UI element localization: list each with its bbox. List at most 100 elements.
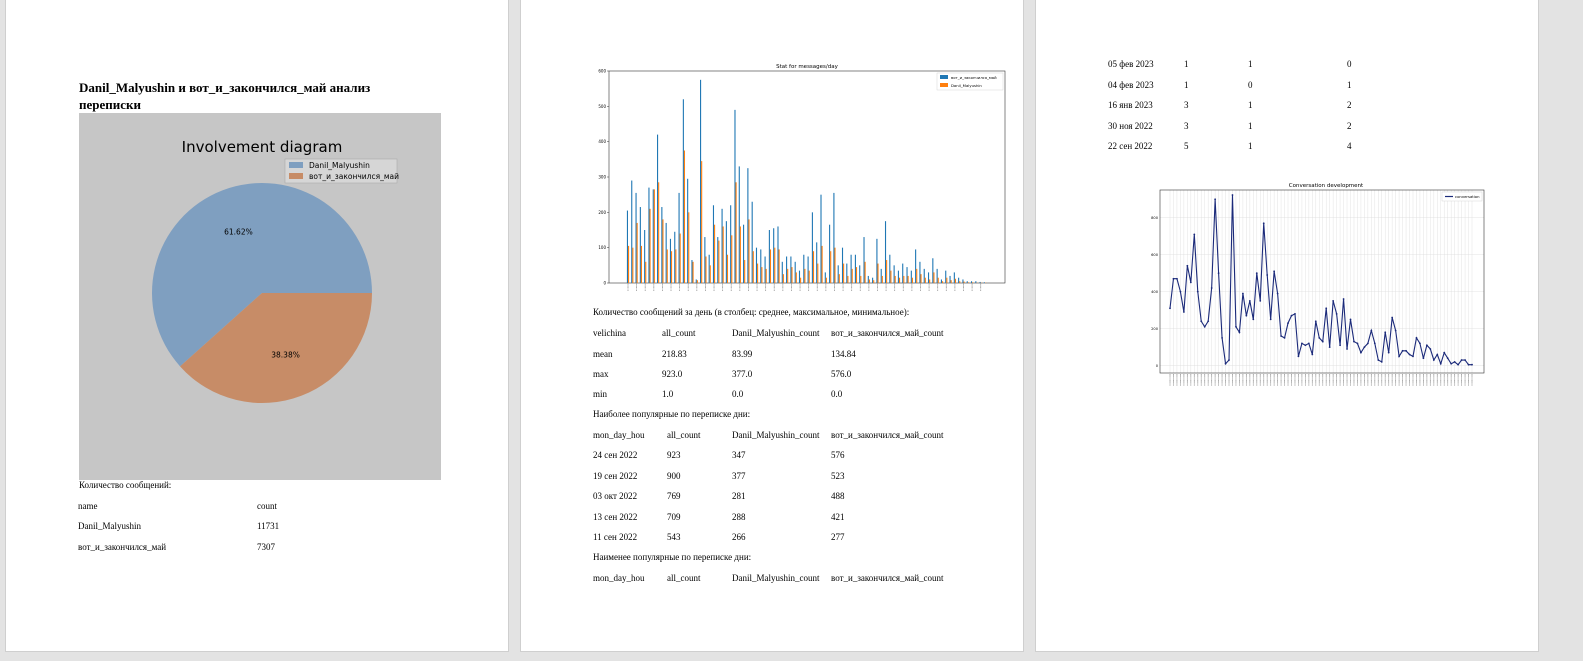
data-point bbox=[1460, 359, 1463, 361]
data-point bbox=[1342, 298, 1345, 300]
table-cell: min bbox=[593, 389, 608, 399]
line-y-axis: 0 200 400 600 800 bbox=[1151, 216, 1159, 368]
pie-slice-label: 38.38% bbox=[271, 351, 300, 360]
bar bbox=[906, 267, 908, 283]
data-point bbox=[1318, 336, 1321, 339]
bar-x-ticks bbox=[627, 283, 982, 291]
bar bbox=[807, 256, 809, 283]
data-point bbox=[1186, 264, 1189, 267]
bar bbox=[924, 277, 926, 283]
data-point bbox=[1380, 361, 1383, 363]
table-header: вот_и_закончился_май_count bbox=[831, 573, 944, 583]
data-point bbox=[1450, 362, 1453, 365]
bar bbox=[730, 205, 732, 283]
data-point bbox=[1373, 342, 1376, 345]
popular-days-label: Наиболее популярные по переписке дни: bbox=[593, 409, 751, 419]
legend-box bbox=[284, 158, 398, 184]
bar bbox=[687, 178, 689, 283]
bar bbox=[725, 221, 727, 283]
bar bbox=[833, 192, 835, 283]
table-cell: 709 bbox=[667, 512, 681, 522]
table-cell: 11 сен 2022 bbox=[593, 532, 638, 542]
bar bbox=[652, 189, 654, 283]
table-cell: 3 bbox=[1184, 100, 1189, 110]
bar bbox=[768, 230, 770, 283]
y-tick-label: 200 bbox=[598, 210, 606, 215]
bar bbox=[782, 274, 784, 283]
daily-stats-label: Количество сообщений за день (в столбец:… bbox=[593, 307, 910, 317]
table-cell: mean bbox=[593, 349, 613, 359]
bar bbox=[846, 263, 848, 283]
bar bbox=[824, 272, 826, 283]
bar bbox=[755, 247, 758, 283]
table-header: all_count bbox=[662, 328, 696, 338]
bar bbox=[635, 192, 637, 283]
table-cell: 22 сен 2022 bbox=[1108, 141, 1153, 151]
bar bbox=[881, 275, 883, 283]
table-cell: 134.84 bbox=[831, 349, 856, 359]
bar bbox=[950, 280, 952, 283]
bar bbox=[628, 245, 630, 283]
bar bbox=[709, 265, 711, 283]
bar bbox=[821, 245, 823, 283]
data-point bbox=[1401, 349, 1404, 352]
bar bbox=[692, 261, 694, 283]
bar bbox=[661, 207, 663, 283]
bar bbox=[829, 224, 831, 283]
table-cell: 277 bbox=[831, 532, 845, 542]
data-point bbox=[1325, 307, 1328, 310]
legend-swatch-danil bbox=[940, 83, 948, 87]
data-point bbox=[1366, 342, 1369, 345]
data-point bbox=[1349, 318, 1352, 321]
bar bbox=[880, 268, 882, 283]
line-legend-box bbox=[1441, 191, 1483, 202]
data-point bbox=[1398, 355, 1401, 358]
bar bbox=[910, 270, 912, 283]
data-point bbox=[1384, 331, 1387, 334]
data-point bbox=[1179, 290, 1182, 293]
bar bbox=[860, 275, 862, 283]
y-tick-label: 600 bbox=[598, 69, 606, 74]
table-cell: 0.0 bbox=[732, 389, 744, 399]
bar bbox=[688, 212, 690, 283]
data-point bbox=[1370, 329, 1373, 332]
bar bbox=[907, 275, 909, 283]
bar bbox=[966, 281, 968, 283]
data-point bbox=[1248, 300, 1251, 302]
bar bbox=[959, 281, 961, 283]
bar bbox=[983, 282, 985, 283]
data-point bbox=[1471, 363, 1473, 366]
document-title: Danil_Malyushin и вот_и_закончился_май а… bbox=[79, 80, 371, 112]
data-point bbox=[1360, 351, 1362, 354]
data-point bbox=[1241, 292, 1244, 295]
data-point bbox=[1214, 198, 1217, 201]
data-point bbox=[1238, 331, 1241, 334]
data-point bbox=[1436, 353, 1439, 356]
table-cell: 377.0 bbox=[732, 369, 753, 379]
legend-swatch-vot bbox=[289, 173, 303, 179]
table-header: name bbox=[78, 501, 98, 511]
bar bbox=[940, 279, 942, 283]
data-point bbox=[1217, 272, 1220, 275]
data-point bbox=[1391, 316, 1394, 319]
bar bbox=[752, 251, 754, 283]
table-cell: вот_и_закончился_май bbox=[78, 542, 167, 552]
table-cell: 523 bbox=[831, 471, 845, 481]
bar bbox=[854, 254, 856, 283]
bar bbox=[626, 210, 628, 283]
table-cell: 576 bbox=[831, 450, 845, 460]
data-point bbox=[1446, 357, 1449, 360]
bar bbox=[972, 282, 974, 283]
data-point bbox=[1314, 320, 1317, 323]
legend-swatch-vot bbox=[940, 75, 948, 79]
data-point bbox=[1307, 342, 1310, 345]
data-point bbox=[1290, 314, 1293, 317]
bar bbox=[769, 249, 772, 283]
bar bbox=[751, 201, 753, 283]
bar bbox=[781, 261, 783, 283]
bar bbox=[657, 134, 659, 283]
data-point bbox=[1443, 351, 1446, 354]
bar bbox=[739, 226, 741, 283]
bar bbox=[640, 245, 643, 283]
data-point bbox=[1273, 270, 1276, 273]
